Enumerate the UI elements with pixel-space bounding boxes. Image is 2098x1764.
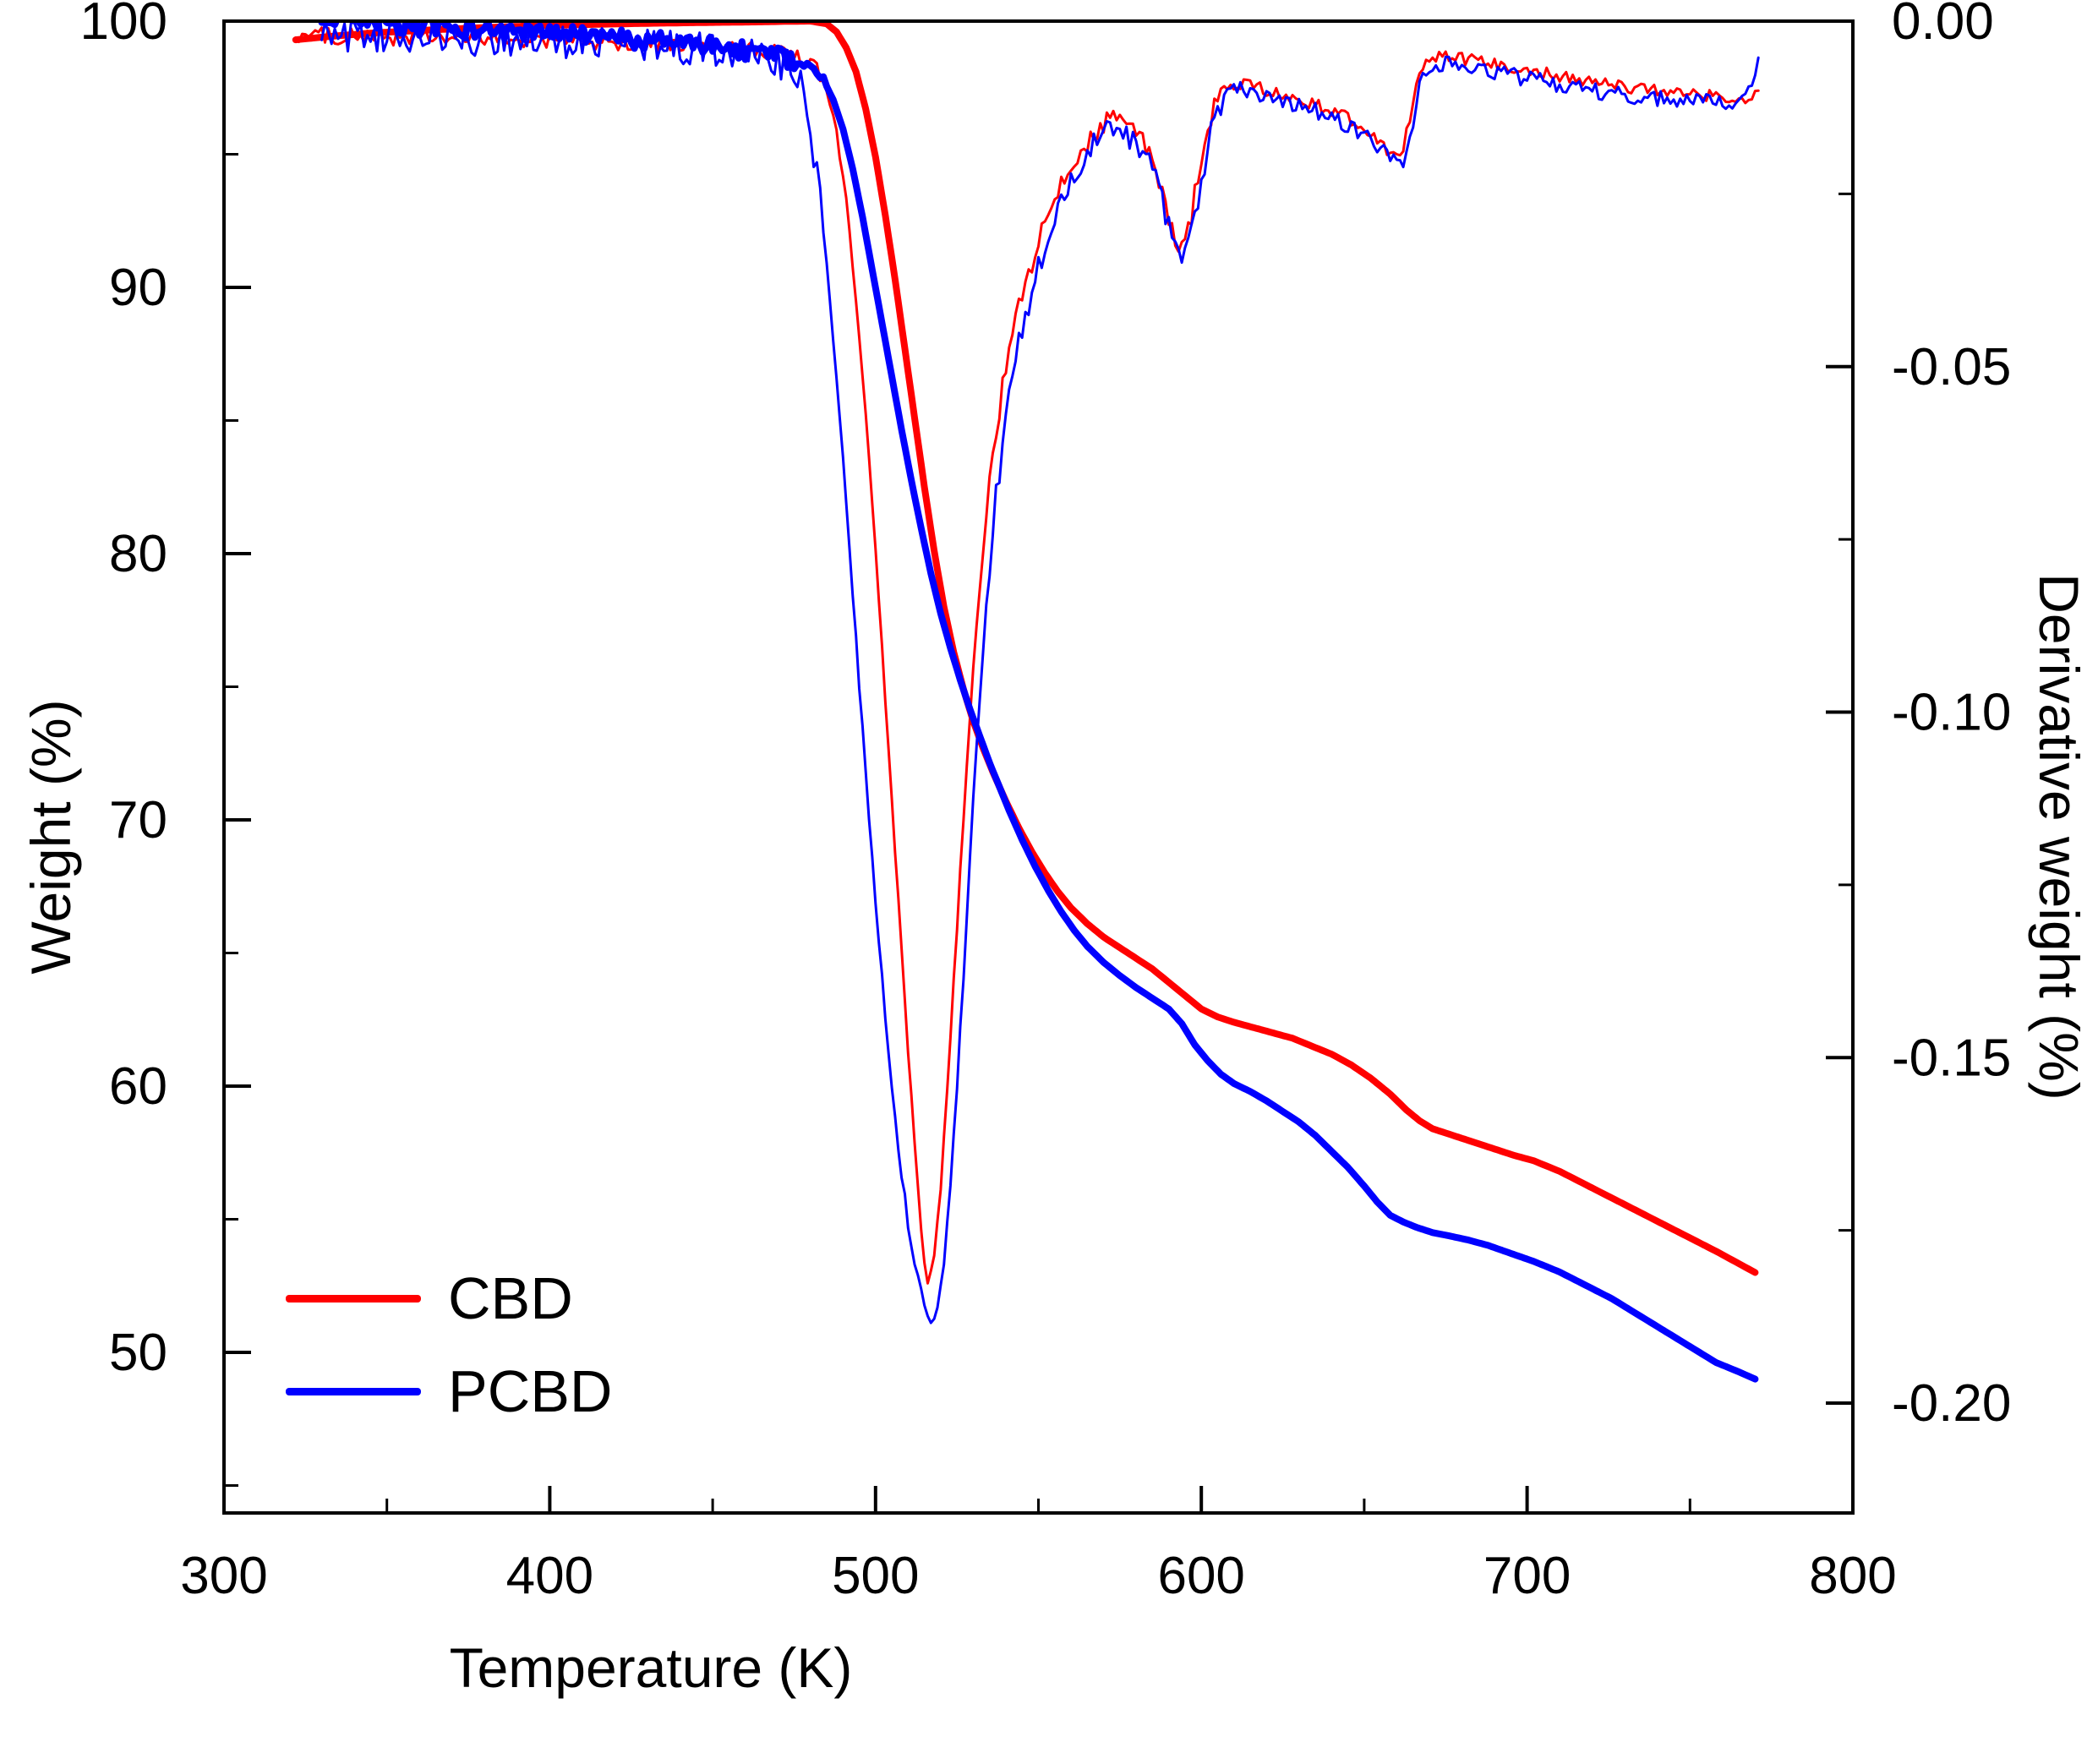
legend-label-cbd: CBD [448, 1265, 573, 1331]
series-pcbd-derivative [320, 19, 1760, 1324]
legend-line-cbd [286, 1294, 421, 1303]
y-right-tick-label: -0.10 [1892, 684, 2011, 742]
y-right-axis-title: Derivative weight (%) [2028, 573, 2090, 1100]
series-pcbd-weight [318, 19, 1759, 1383]
y-left-axis-title: Weight (%) [19, 699, 82, 975]
legend-label-pcbd: PCBD [448, 1358, 613, 1424]
y-left-tick-label: 80 [109, 525, 167, 583]
x-tick-label: 300 [180, 1547, 267, 1605]
legend-line-pcbd [286, 1387, 421, 1395]
x-tick-label: 700 [1483, 1547, 1571, 1605]
legend-item-cbd: CBD [286, 1258, 612, 1339]
x-axis-title: Temperature (K) [449, 1636, 853, 1699]
y-left-tick-label: 90 [109, 259, 167, 317]
x-tick-label: 500 [832, 1547, 919, 1605]
x-tick-label: 800 [1809, 1547, 1896, 1605]
x-tick-label: 400 [506, 1547, 593, 1605]
y-right-tick-label: 0.00 [1892, 0, 1994, 51]
y-left-tick-label: 60 [109, 1057, 167, 1116]
series-cbd-derivative [294, 26, 1760, 1285]
y-right-tick-label: -0.20 [1892, 1374, 2011, 1433]
y-left-tick-label: 50 [109, 1324, 167, 1382]
y-right-tick-label: -0.05 [1892, 338, 2011, 396]
legend-item-pcbd: PCBD [286, 1351, 612, 1432]
legend: CBD PCBD [286, 1258, 612, 1432]
x-tick-label: 600 [1157, 1547, 1244, 1605]
y-right-tick-label: -0.15 [1892, 1029, 2011, 1087]
y-left-tick-label: 70 [109, 791, 167, 849]
series-cbd-weight [292, 19, 1759, 1276]
y-left-tick-label: 100 [80, 0, 167, 51]
